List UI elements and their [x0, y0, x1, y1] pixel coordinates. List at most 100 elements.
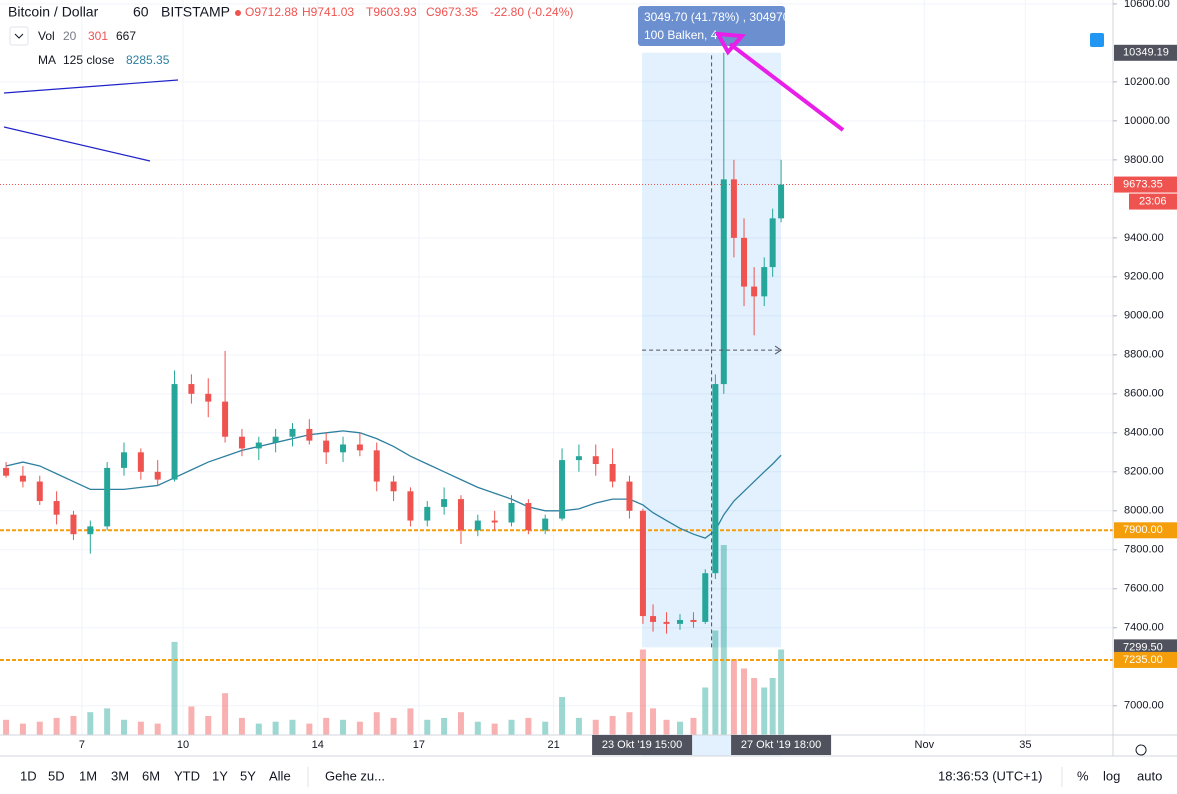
volume-bar [769, 678, 776, 735]
candle-body [457, 499, 464, 531]
volume-bar [609, 716, 616, 735]
volume-bar [407, 708, 414, 735]
volume-bar [639, 649, 646, 735]
y-tick-label: 8600.00 [1124, 388, 1164, 400]
candle-body [474, 520, 481, 531]
x-tick-label: 17 [413, 739, 425, 751]
x-tick-label: 21 [548, 739, 560, 751]
annotation-arrow[interactable] [728, 42, 845, 132]
ohlc-close: C9673.35 [426, 5, 478, 19]
range-button[interactable]: 5Y [240, 768, 256, 783]
clock: 18:36:53 (UTC+1) [938, 768, 1042, 783]
overlays: 3049.70 (41.78%) , 304970 100 Balken, 4 23… [592, 6, 832, 755]
x-tick-label: 7 [79, 739, 85, 751]
volume-bar [712, 630, 719, 735]
x-tick-label: 14 [312, 739, 324, 751]
volume-bar [592, 719, 599, 735]
measure-bars: 100 Balken, 4 [644, 28, 718, 42]
volume-bar [36, 721, 43, 735]
volume-bar [457, 712, 464, 735]
ma-name: MA [38, 53, 56, 67]
volume-bar [559, 697, 566, 735]
range-button[interactable]: 5D [48, 768, 65, 783]
y-tick-label: 10200.00 [1124, 76, 1170, 88]
y-tick-label: 7800.00 [1124, 544, 1164, 556]
range-button[interactable]: 1Y [212, 768, 228, 783]
volume-bar [70, 716, 77, 735]
y-tick-label: 7400.00 [1124, 622, 1164, 634]
price-label: 7235.00 [1123, 654, 1163, 666]
auto-button[interactable]: auto [1137, 768, 1162, 783]
volume-bar [761, 687, 768, 735]
candle-body [525, 502, 532, 531]
ohlc-high: H9741.03 [302, 5, 354, 19]
volume-bar [542, 721, 549, 735]
y-tick-label: 9800.00 [1124, 154, 1164, 166]
volume-bar [525, 717, 532, 735]
range-button[interactable]: 3M [111, 768, 129, 783]
volume-bar [340, 719, 347, 735]
candle-body [730, 179, 737, 238]
candle-body [702, 573, 709, 622]
collapse-button[interactable] [9, 26, 29, 46]
goto-button[interactable]: Gehe zu... [325, 768, 385, 783]
trendline[interactable] [3, 79, 179, 94]
range-button[interactable]: 6M [142, 768, 160, 783]
price-label: 9673.35 [1123, 178, 1163, 190]
range-button[interactable]: 1D [20, 768, 37, 783]
alert-icon[interactable] [1090, 33, 1104, 47]
volume-bar [778, 649, 785, 735]
candle-body [289, 428, 296, 437]
volume-bar [137, 721, 144, 735]
candle-body [712, 384, 719, 574]
volume-bar [19, 723, 26, 735]
measure-time-label-bg [592, 735, 693, 755]
price-label-bg [1114, 44, 1177, 61]
x-tick-label: 35 [1019, 739, 1031, 751]
candle-body [272, 436, 279, 443]
candle-body [70, 514, 77, 535]
measure-box [638, 6, 785, 46]
percent-button[interactable]: % [1077, 768, 1089, 783]
candle-body [639, 510, 646, 617]
candle-body [238, 436, 245, 449]
range-button[interactable]: 1M [79, 768, 97, 783]
log-button[interactable]: log [1103, 768, 1120, 783]
candle-body [650, 616, 657, 622]
volume-bar [730, 659, 737, 735]
candle-body [575, 456, 582, 461]
countdown-bg [1129, 193, 1177, 210]
price-label-bg [1114, 651, 1177, 668]
candle-body [356, 444, 363, 451]
settings-icon[interactable] [1135, 744, 1147, 756]
volume-bar [289, 719, 296, 735]
range-button[interactable]: Alle [269, 768, 291, 783]
range-button[interactable]: YTD [174, 768, 200, 783]
volume-bar [720, 545, 727, 735]
ma-params: 125 close [63, 53, 115, 67]
volume-bar [751, 678, 758, 735]
candle-body [508, 502, 515, 523]
candle-body [171, 384, 178, 480]
volume-bar [3, 719, 10, 735]
price-label-bg [1114, 639, 1177, 656]
volume-bar [171, 641, 178, 735]
volume-bar [575, 717, 582, 735]
volume-bar [121, 719, 128, 735]
ma-line [5, 430, 782, 539]
candle-body [592, 456, 599, 465]
volume-bar [508, 719, 515, 735]
candle-body [390, 481, 397, 492]
volume-bar [650, 708, 657, 735]
volume-bar [53, 717, 60, 735]
y-tick-label: 8000.00 [1124, 505, 1164, 517]
volume-bar [626, 712, 633, 735]
vol-ma: 667 [116, 29, 136, 43]
trendline[interactable] [3, 126, 151, 162]
x-tick-label: Nov [915, 739, 935, 751]
y-tick-label: 9000.00 [1124, 310, 1164, 322]
candle-body [663, 621, 670, 624]
vol-param: 20 [63, 29, 77, 43]
